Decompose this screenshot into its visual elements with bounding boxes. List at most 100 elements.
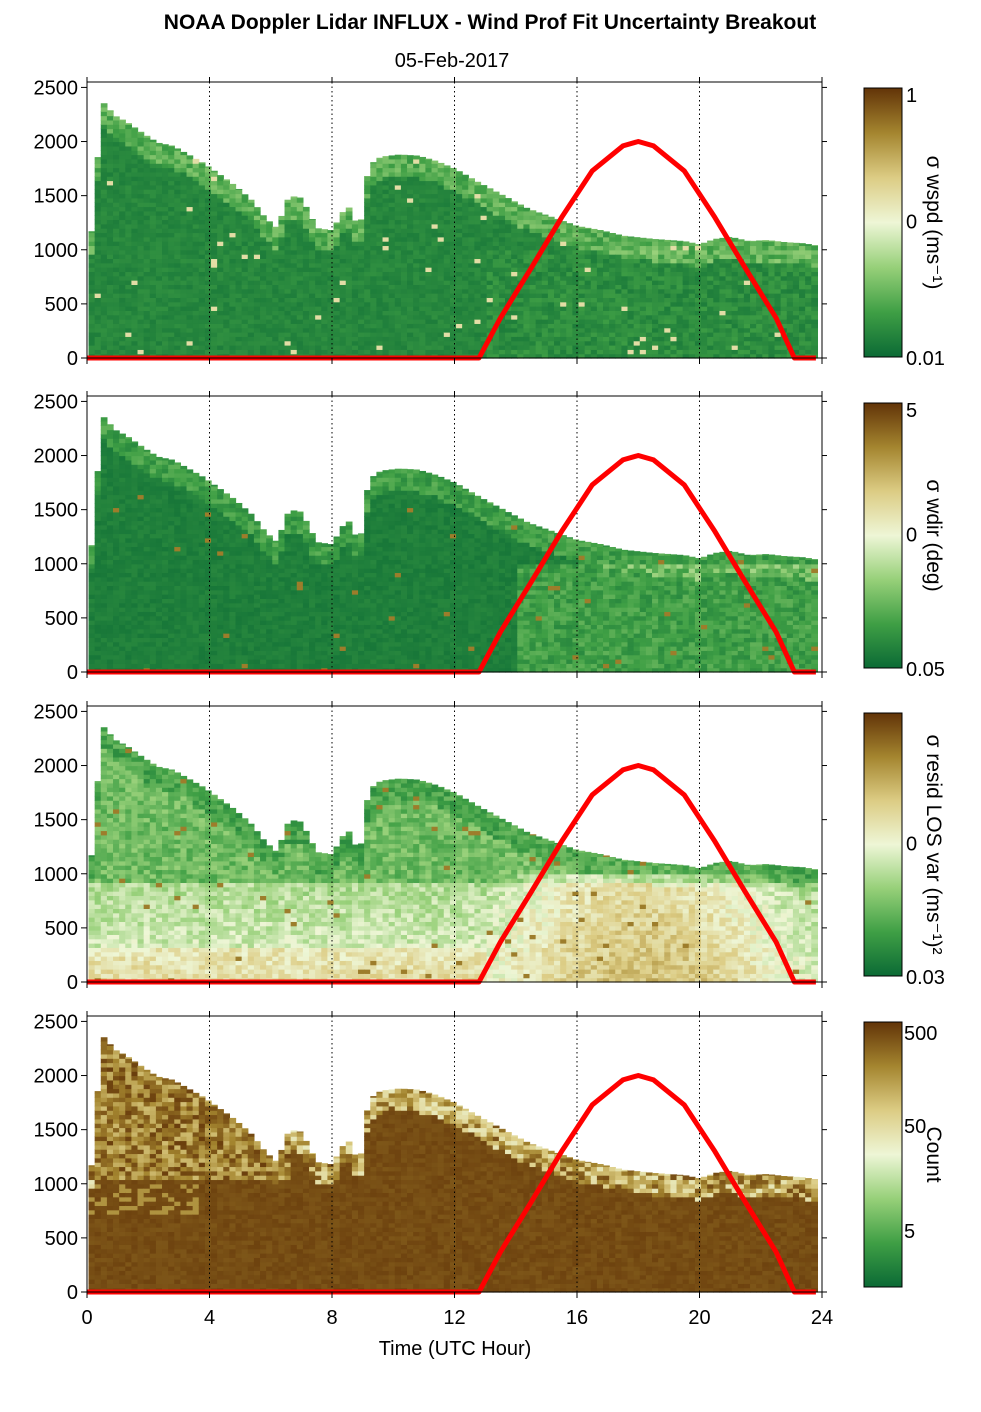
heatmap-cell bbox=[505, 245, 512, 251]
heatmap-cell bbox=[505, 236, 512, 242]
heatmap-cell bbox=[149, 219, 157, 225]
heatmap-cell bbox=[694, 293, 702, 298]
heatmap-cell bbox=[106, 433, 114, 439]
heatmap-cell bbox=[113, 223, 120, 229]
heatmap-cell bbox=[266, 306, 273, 311]
heatmap-cell bbox=[113, 433, 120, 439]
heatmap-cell bbox=[547, 353, 555, 359]
heatmap-cell bbox=[437, 262, 445, 268]
heatmap-cell bbox=[198, 301, 206, 307]
heatmap-cell bbox=[425, 306, 433, 311]
heatmap-cell bbox=[106, 119, 114, 125]
heatmap-cell bbox=[449, 232, 457, 238]
heatmap-cell bbox=[137, 498, 145, 504]
heatmap-cell bbox=[670, 284, 678, 290]
heatmap-cell bbox=[431, 275, 439, 281]
heatmap-cell bbox=[480, 340, 488, 346]
heatmap-cell bbox=[572, 271, 580, 277]
heatmap-cell bbox=[529, 215, 537, 221]
heatmap-cell bbox=[296, 345, 304, 350]
heatmap-cell bbox=[88, 585, 96, 591]
heatmap-cell bbox=[805, 293, 812, 298]
heatmap-cell bbox=[419, 288, 426, 294]
heatmap-cell bbox=[811, 297, 818, 303]
heatmap-cell bbox=[174, 180, 181, 186]
heatmap-cell bbox=[131, 659, 139, 664]
heatmap-cell bbox=[792, 297, 800, 303]
heatmap-cell bbox=[223, 210, 230, 216]
heatmap-cell bbox=[131, 241, 139, 247]
heatmap-cell bbox=[413, 336, 420, 342]
heatmap-cell bbox=[792, 288, 800, 294]
heatmap-cell bbox=[100, 511, 108, 517]
heatmap-cell bbox=[229, 288, 237, 294]
heatmap-cell bbox=[370, 236, 377, 242]
heatmap-cell bbox=[290, 284, 298, 290]
heatmap-cell bbox=[351, 349, 359, 355]
heatmap-cell bbox=[149, 215, 157, 221]
heatmap-cell bbox=[627, 254, 635, 260]
heatmap-cell bbox=[100, 533, 108, 539]
heatmap-cell bbox=[523, 262, 531, 268]
heatmap-cell bbox=[792, 301, 800, 307]
heatmap-cell bbox=[339, 319, 347, 324]
heatmap-cell bbox=[762, 323, 769, 329]
heatmap-cell bbox=[302, 306, 310, 311]
heatmap-cell bbox=[419, 349, 426, 355]
heatmap-cell bbox=[584, 267, 592, 273]
heatmap-cell bbox=[382, 176, 390, 182]
heatmap-cell bbox=[658, 258, 665, 264]
heatmap-cell bbox=[468, 271, 475, 277]
heatmap-cell bbox=[100, 446, 108, 452]
heatmap-cell bbox=[125, 650, 132, 656]
heatmap-cell bbox=[192, 306, 200, 311]
heatmap-cell bbox=[131, 284, 139, 290]
heatmap-cell bbox=[468, 215, 475, 221]
heatmap-cell bbox=[266, 280, 273, 285]
heatmap-cell bbox=[762, 336, 769, 342]
heatmap-cell bbox=[603, 271, 610, 277]
heatmap-cell bbox=[284, 219, 292, 225]
heatmap-cell bbox=[652, 336, 659, 342]
heatmap-cell bbox=[805, 258, 812, 264]
heatmap-cell bbox=[315, 275, 322, 281]
heatmap-cell bbox=[437, 180, 445, 186]
heatmap-cell bbox=[113, 249, 120, 255]
heatmap-cell bbox=[431, 241, 439, 247]
heatmap-cell bbox=[535, 258, 543, 264]
heatmap-cell bbox=[94, 158, 102, 164]
heatmap-cell bbox=[223, 336, 230, 342]
heatmap-cell bbox=[707, 293, 714, 298]
heatmap-cell bbox=[486, 193, 494, 199]
heatmap-cell bbox=[290, 332, 298, 337]
heatmap-cell bbox=[596, 258, 604, 264]
heatmap-cell bbox=[198, 245, 206, 251]
heatmap-cell bbox=[131, 323, 139, 329]
heatmap-cell bbox=[94, 659, 102, 664]
heatmap-cell bbox=[786, 271, 794, 277]
heatmap-cell bbox=[774, 241, 782, 247]
heatmap-cell bbox=[443, 319, 451, 324]
heatmap-cell bbox=[652, 353, 659, 359]
heatmap-cell bbox=[492, 332, 500, 337]
heatmap-cell bbox=[131, 585, 139, 591]
heatmap-cell bbox=[88, 340, 96, 346]
heatmap-cell bbox=[523, 219, 531, 225]
heatmap-cell bbox=[358, 301, 365, 307]
heatmap-cell bbox=[143, 327, 151, 333]
heatmap-cell bbox=[419, 210, 426, 216]
heatmap-cell bbox=[143, 615, 151, 621]
heatmap-cell bbox=[658, 301, 665, 307]
heatmap-cell bbox=[664, 349, 671, 355]
heatmap-cell bbox=[131, 132, 139, 138]
heatmap-cell bbox=[217, 301, 224, 307]
heatmap-cell bbox=[590, 258, 598, 264]
heatmap-cell bbox=[333, 332, 341, 337]
heatmap-cell bbox=[774, 271, 782, 277]
heatmap-cell bbox=[272, 254, 279, 260]
heatmap-cell bbox=[168, 249, 175, 255]
heatmap-cell bbox=[100, 262, 108, 268]
heatmap-cell bbox=[198, 202, 206, 208]
heatmap-cell bbox=[168, 310, 175, 316]
heatmap-cell bbox=[413, 349, 420, 355]
